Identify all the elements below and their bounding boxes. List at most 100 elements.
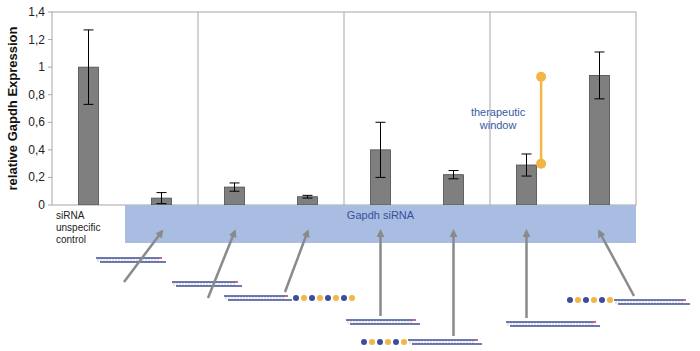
error-bar-cap bbox=[376, 177, 386, 178]
arrow bbox=[379, 232, 382, 316]
duplex bbox=[614, 300, 690, 304]
therapeutic-window-end bbox=[536, 159, 546, 169]
group-separator bbox=[198, 12, 199, 205]
arrow bbox=[285, 232, 308, 292]
conjugate-dot bbox=[583, 297, 589, 303]
duplex-strand bbox=[618, 303, 690, 304]
plot-frame bbox=[52, 12, 636, 205]
duplex-strand bbox=[412, 343, 482, 344]
duplex-end bbox=[475, 339, 478, 341]
y-tick bbox=[48, 67, 52, 68]
y-tick bbox=[48, 122, 52, 123]
conjugate-dot bbox=[599, 297, 605, 303]
error-bar bbox=[449, 171, 459, 179]
conjugate-dot bbox=[361, 339, 367, 345]
duplex-strand bbox=[96, 257, 162, 258]
y-tick-label: 0,4 bbox=[28, 143, 45, 157]
error-bar-stem bbox=[526, 154, 527, 176]
error-bar-cap bbox=[303, 198, 313, 199]
arrow bbox=[208, 232, 235, 298]
duplex-strand bbox=[350, 323, 420, 324]
group-label: Gapdh siRNA bbox=[347, 209, 415, 221]
conjugate-dot bbox=[325, 295, 331, 301]
y-tick-label: 1,2 bbox=[28, 33, 45, 47]
duplex-strand bbox=[172, 281, 238, 282]
y-tick bbox=[48, 94, 52, 95]
error-bar-cap bbox=[84, 104, 94, 105]
y-tick bbox=[48, 177, 52, 178]
error-bar-stem bbox=[380, 122, 381, 177]
chart-svg: 00,20,40,60,811,21,4relative Gapdh Expre… bbox=[0, 0, 700, 351]
error-bar-stem bbox=[88, 30, 89, 104]
duplex bbox=[408, 340, 482, 344]
y-tick-label: 1,4 bbox=[28, 5, 45, 19]
duplex-end bbox=[413, 319, 416, 321]
error-bar-cap bbox=[84, 29, 94, 30]
duplex bbox=[172, 282, 242, 286]
construct-illustrations bbox=[96, 232, 690, 345]
arrow bbox=[600, 232, 635, 296]
error-bar-cap bbox=[522, 176, 532, 177]
error-bar bbox=[230, 183, 240, 191]
error-bar-cap bbox=[449, 170, 459, 171]
arrow bbox=[525, 232, 528, 318]
y-tick-label: 0 bbox=[38, 198, 45, 212]
error-bar bbox=[157, 193, 167, 204]
conjugate-dot bbox=[591, 297, 597, 303]
duplex bbox=[224, 296, 292, 300]
arrow bbox=[124, 232, 162, 282]
annotation: therapeutic window bbox=[463, 106, 533, 132]
y-tick bbox=[48, 205, 52, 206]
conjugate-dot bbox=[369, 339, 375, 345]
conjugate-dot bbox=[607, 297, 613, 303]
bar bbox=[298, 197, 318, 205]
error-bar bbox=[376, 122, 386, 177]
y-tick-label: 1 bbox=[38, 60, 45, 74]
duplex-strand bbox=[224, 295, 288, 296]
conjugate-dot bbox=[317, 295, 323, 301]
error-bar-stem bbox=[599, 52, 600, 99]
error-bar-stem bbox=[161, 193, 162, 204]
duplex-strand bbox=[408, 339, 478, 340]
error-bar-cap bbox=[376, 122, 386, 123]
error-bar-cap bbox=[522, 153, 532, 154]
therapeutic-window bbox=[536, 72, 546, 169]
therapeutic-window-end bbox=[536, 72, 546, 82]
error-bar bbox=[522, 154, 532, 176]
error-bar bbox=[595, 52, 605, 99]
therapeutic-window-line bbox=[540, 77, 543, 164]
error-bar-cap bbox=[157, 203, 167, 204]
error-bar-cap bbox=[230, 182, 240, 183]
conjugate-dot bbox=[575, 297, 581, 303]
y-tick-label: 0,8 bbox=[28, 88, 45, 102]
duplex-strand bbox=[100, 261, 166, 262]
conjugate-dot bbox=[341, 295, 347, 301]
error-bar-cap bbox=[157, 192, 167, 193]
duplex bbox=[506, 322, 600, 326]
arrow bbox=[452, 232, 455, 336]
duplex-end bbox=[159, 257, 162, 259]
duplex-strand bbox=[510, 325, 600, 326]
duplex-strand bbox=[176, 285, 242, 286]
duplex-strand bbox=[614, 299, 686, 300]
error-bar bbox=[303, 195, 313, 198]
group-separator bbox=[344, 12, 345, 205]
error-bar-stem bbox=[234, 183, 235, 191]
error-bar-stem bbox=[453, 171, 454, 179]
conjugate-dot bbox=[393, 339, 399, 345]
duplex bbox=[346, 320, 420, 324]
conjugate-dot bbox=[377, 339, 383, 345]
duplex-end bbox=[683, 299, 686, 301]
bar bbox=[444, 175, 464, 205]
duplex bbox=[96, 258, 166, 262]
y-tick bbox=[48, 149, 52, 150]
duplex-strand bbox=[506, 321, 596, 322]
error-bar-cap bbox=[303, 195, 313, 196]
duplex-end bbox=[285, 295, 288, 297]
error-bar-cap bbox=[595, 98, 605, 99]
conjugate-dot bbox=[385, 339, 391, 345]
y-tick-label: 0,2 bbox=[28, 170, 45, 184]
bars bbox=[79, 30, 610, 205]
y-axis-label: relative Gapdh Expression bbox=[5, 26, 20, 190]
y-tick bbox=[48, 39, 52, 40]
